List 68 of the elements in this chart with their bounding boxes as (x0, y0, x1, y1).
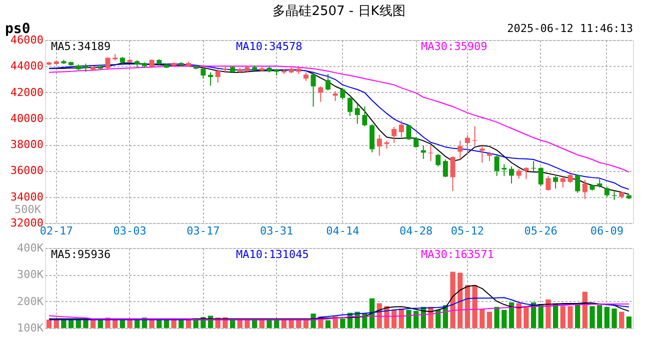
candlestick (464, 134, 470, 156)
chart-title: 多晶硅2507 - 日K线图 (272, 4, 406, 19)
text: MA5:95936 (51, 248, 111, 261)
candlestick (582, 179, 588, 200)
x-tick-label: 05-26 (524, 224, 558, 238)
candlestick (486, 151, 492, 162)
candlestick (406, 124, 412, 140)
series-label: MA10:34578 (236, 40, 302, 53)
text: MA10:131045 (236, 248, 309, 261)
candlestick (332, 90, 338, 102)
y-tick-label: 34000 (10, 190, 44, 204)
x-tick-label: 04-28 (400, 224, 433, 238)
candlestick (458, 140, 463, 160)
y-tick-label: 42000 (10, 86, 44, 99)
candlestick (208, 72, 214, 86)
text: MA30:163571 (421, 248, 494, 261)
y-tick-label: 44000 (10, 60, 44, 73)
candlestick (340, 87, 346, 100)
candlestick (398, 120, 404, 138)
series-label: MA5:34189 (51, 40, 111, 53)
x-tick-label: 04-14 (326, 224, 360, 238)
x-tick-label: 05-12 (450, 224, 484, 238)
candlestick (370, 124, 375, 153)
y-tick-label: 200K (17, 294, 44, 308)
candlestick (538, 166, 544, 186)
x-tick-label: 03-31 (260, 224, 294, 238)
candlestick (376, 134, 382, 156)
candlestick (575, 174, 580, 194)
x-tick-label: 03-17 (186, 224, 220, 238)
candlestick (200, 67, 206, 80)
y-tick-label: 100K (17, 322, 44, 334)
text: MA30:35909 (421, 40, 488, 53)
y-tick-label: 38000 (10, 138, 44, 152)
candlestick (392, 126, 397, 144)
candlestick (494, 155, 500, 177)
text: 2025-06-12 11:46:13 (507, 22, 633, 35)
y-tick-label: 36000 (10, 164, 44, 178)
candlestick (450, 156, 456, 192)
y-tick-label: 300K (17, 268, 44, 282)
line-series (48, 304, 630, 320)
candlestick (502, 164, 507, 177)
candlestick (560, 176, 566, 188)
candlestick (472, 126, 478, 146)
candlestick (436, 153, 441, 167)
candlestick (318, 86, 324, 102)
candlestick (348, 96, 353, 116)
candlestick (310, 73, 316, 108)
candlestick (546, 176, 551, 192)
candlestick (509, 166, 514, 184)
candlestick (354, 104, 360, 124)
candlestick (553, 176, 558, 189)
x-tick-label: 06-09 (590, 224, 624, 238)
candlestick (414, 136, 419, 148)
candlestick (442, 159, 448, 178)
x-tick-label: 03-03 (113, 224, 146, 238)
y-tick-label: 40000 (10, 112, 44, 125)
text: 500K (14, 203, 42, 216)
candlestick (428, 145, 434, 162)
candlestick (105, 56, 110, 70)
candlestick (420, 145, 426, 160)
candlestick (325, 73, 330, 91)
candlestick (516, 168, 522, 180)
candlestick (480, 145, 485, 164)
candlestick (524, 166, 529, 180)
candlestick (215, 68, 220, 84)
candlestick (604, 186, 610, 198)
y-tick-label: 400K (17, 242, 44, 254)
candlestick (362, 106, 368, 127)
